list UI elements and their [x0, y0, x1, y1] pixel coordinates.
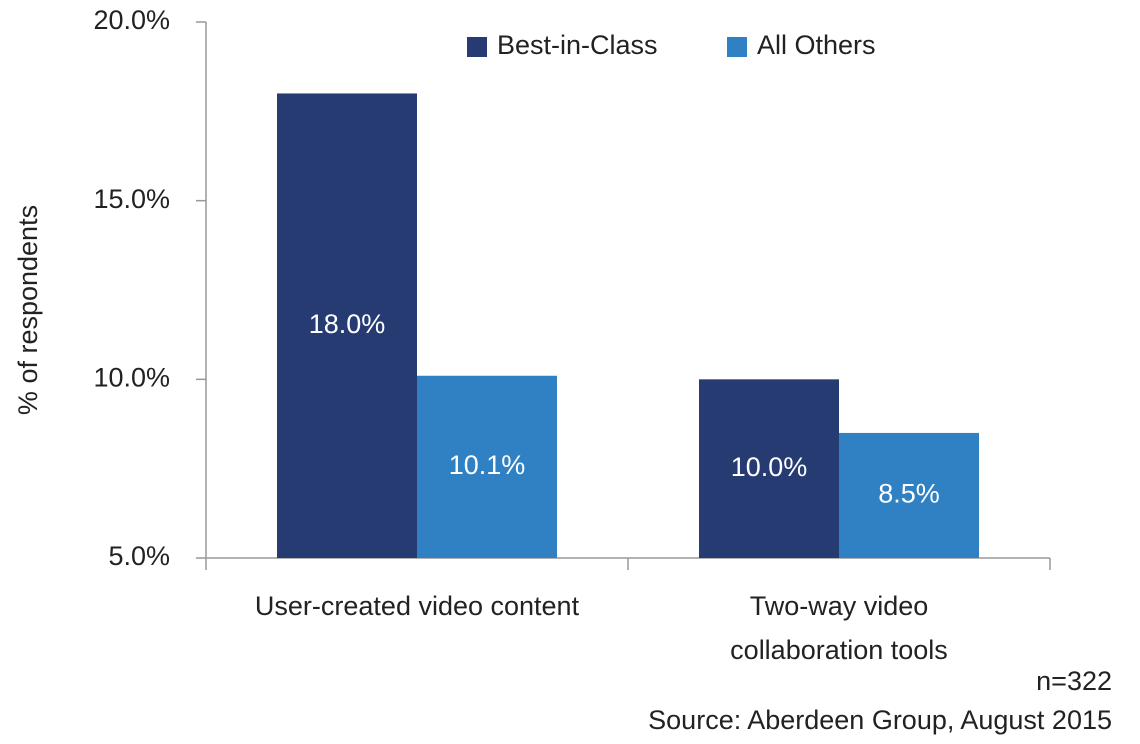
- bar: [839, 432, 979, 558]
- data-label: 10.0%: [731, 452, 808, 482]
- legend-swatch: [727, 37, 747, 57]
- x-tick-label: Two-way video collaboration tools: [730, 591, 948, 665]
- legend-label: Best-in-Class: [497, 30, 658, 60]
- footnote: n=322: [1036, 666, 1112, 696]
- legend-label: All Others: [757, 30, 876, 60]
- bar: [277, 93, 417, 558]
- source: Source: Aberdeen Group, August 2015: [648, 705, 1112, 735]
- legend-swatch: [467, 37, 487, 57]
- y-tick-label: 5.0%: [108, 541, 170, 571]
- y-tick-label: 20.0%: [93, 5, 170, 35]
- data-label: 18.0%: [309, 309, 386, 339]
- y-tick-label: 15.0%: [93, 184, 170, 214]
- bar: [417, 375, 557, 558]
- data-label: 10.1%: [449, 450, 526, 480]
- y-axis-label: % of respondents: [13, 205, 43, 415]
- data-label: 8.5%: [878, 479, 940, 509]
- y-tick-label: 10.0%: [93, 362, 170, 392]
- bar: [699, 379, 839, 558]
- x-tick-label: User-created video content: [254, 591, 580, 621]
